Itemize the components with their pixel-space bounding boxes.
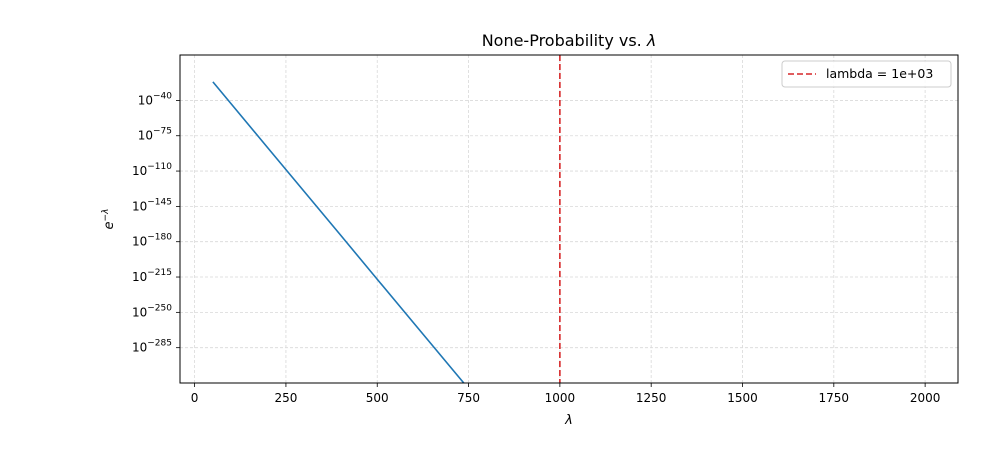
y-tick-base: 10 <box>132 270 147 284</box>
plot-frame <box>179 54 959 384</box>
y-tick-exponent: −40 <box>153 91 172 101</box>
x-tick-label: 750 <box>457 391 480 405</box>
x-tick-label: 1250 <box>636 391 667 405</box>
x-tick-label: 250 <box>274 391 297 405</box>
y-tick-exponent: −75 <box>153 127 172 137</box>
series-layer <box>212 55 561 383</box>
x-axis: 0 250 500 750 1000 1250 1500 1750 2000 <box>191 383 941 405</box>
legend-label: lambda = 1e+03 <box>826 66 933 81</box>
y-tick-base: 10 <box>132 164 147 178</box>
y-tick-label: 10−110 <box>132 162 172 178</box>
legend: lambda = 1e+03 <box>781 60 952 88</box>
chart-title-symbol: λ <box>646 31 656 50</box>
y-axis-label-exponent: −λ <box>101 209 111 222</box>
y-axis-label: e−λ <box>101 209 117 230</box>
legend-box <box>781 60 952 88</box>
y-tick-exponent: −250 <box>147 303 172 313</box>
series-line <box>212 81 465 383</box>
y-tick-label: 10−180 <box>132 233 172 249</box>
y-tick-base: 10 <box>138 93 153 107</box>
y-tick-exponent: −145 <box>147 197 172 207</box>
y-tick-label: 10−250 <box>132 303 172 319</box>
y-tick-base: 10 <box>138 129 153 143</box>
plot-area <box>180 55 958 383</box>
chart-title: None-Probability vs. λ <box>482 31 657 50</box>
x-tick-label: 1000 <box>545 391 576 405</box>
y-tick-exponent: −285 <box>147 339 172 349</box>
y-tick-base: 10 <box>132 235 147 249</box>
y-tick-exponent: −110 <box>147 162 172 172</box>
x-tick-label: 1750 <box>819 391 850 405</box>
y-tick-exponent: −180 <box>147 233 172 243</box>
y-tick-base: 10 <box>132 199 147 213</box>
x-tick-label: 0 <box>191 391 199 405</box>
y-tick-label: 10−285 <box>132 339 172 355</box>
y-tick-base: 10 <box>132 305 147 319</box>
y-tick-label: 10−215 <box>132 268 172 284</box>
x-axis-label: λ <box>564 413 573 428</box>
x-tick-label: 500 <box>366 391 389 405</box>
y-tick-label: 10−75 <box>138 127 172 143</box>
y-tick-base: 10 <box>132 341 147 355</box>
y-tick-exponent: −215 <box>147 268 172 278</box>
x-tick-label: 1500 <box>727 391 758 405</box>
y-tick-label: 10−40 <box>138 91 173 107</box>
y-tick-label: 10−145 <box>132 197 172 213</box>
y-axis: 10−4010−7510−11010−14510−18010−21510−250… <box>132 91 180 355</box>
x-tick-label: 2000 <box>910 391 941 405</box>
